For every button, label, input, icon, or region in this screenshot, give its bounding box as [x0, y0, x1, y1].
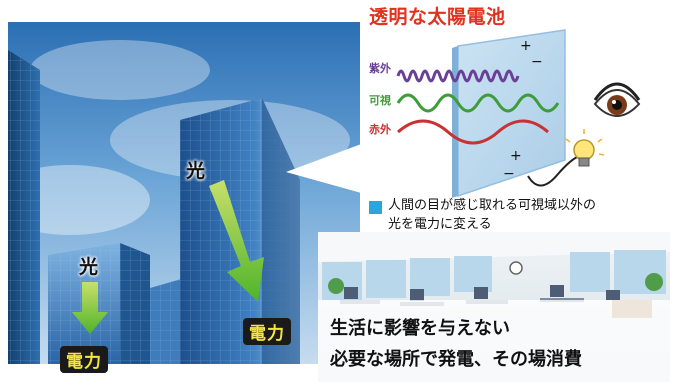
- caption-box: [318, 300, 670, 382]
- minus-sign-top: −: [531, 54, 543, 70]
- minus-sign-bottom: −: [503, 166, 515, 182]
- caption-line-2: 必要な場所で発電、その場消費: [330, 349, 582, 370]
- visible-wave: [396, 93, 560, 113]
- infrared-label: 赤外: [369, 123, 391, 136]
- light-label-large: 光: [186, 160, 206, 182]
- eye-icon: [593, 82, 641, 117]
- caption-line-1: 生活に影響を与えない: [330, 318, 510, 339]
- power-badge-large: 電力: [243, 318, 291, 345]
- middle-building: [48, 243, 185, 364]
- light-label-small: 光: [79, 256, 99, 278]
- uv-label: 紫外: [369, 62, 391, 75]
- note-text: 人間の目が感じ取れる可視域以外の 光を電力に変える: [388, 196, 596, 234]
- visible-label: 可視: [369, 94, 391, 107]
- left-tower: [8, 50, 40, 364]
- callout-pointer: [286, 140, 372, 196]
- note-line-1: 人間の目が感じ取れる可視域以外の: [388, 198, 597, 213]
- page-title: 透明な太陽電池: [369, 6, 506, 28]
- plus-sign-top: +: [520, 38, 532, 54]
- plus-sign-bottom: +: [510, 148, 522, 164]
- light-bulb-icon: [527, 129, 605, 187]
- large-down-arrow: [209, 180, 264, 302]
- infrared-wave: [397, 119, 549, 145]
- power-badge-small: 電力: [60, 346, 108, 373]
- uv-wave: [396, 69, 520, 83]
- note-line-2: 光を電力に変える: [388, 217, 492, 232]
- small-down-arrow: [72, 282, 108, 334]
- note-marker: [369, 201, 382, 214]
